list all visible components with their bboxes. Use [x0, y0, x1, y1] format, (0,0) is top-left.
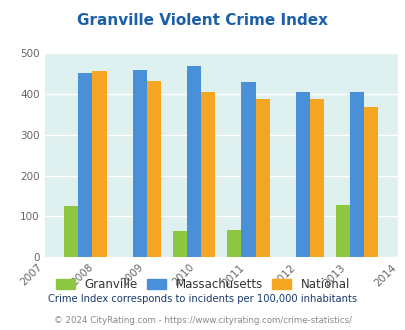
Bar	[295, 92, 309, 257]
Bar	[173, 231, 187, 257]
Bar	[132, 70, 147, 257]
Bar	[363, 107, 377, 257]
Legend: Granville, Massachusetts, National: Granville, Massachusetts, National	[52, 275, 353, 295]
Bar	[200, 92, 215, 257]
Bar	[335, 205, 349, 257]
Bar	[349, 92, 363, 257]
Bar	[309, 99, 323, 257]
Bar	[227, 230, 241, 257]
Text: Crime Index corresponds to incidents per 100,000 inhabitants: Crime Index corresponds to incidents per…	[48, 294, 357, 304]
Bar	[64, 206, 78, 257]
Bar	[255, 99, 269, 257]
Text: Granville Violent Crime Index: Granville Violent Crime Index	[77, 13, 328, 28]
Text: © 2024 CityRating.com - https://www.cityrating.com/crime-statistics/: © 2024 CityRating.com - https://www.city…	[54, 316, 351, 325]
Bar	[147, 81, 160, 257]
Bar	[187, 66, 200, 257]
Bar	[92, 71, 107, 257]
Bar	[78, 73, 92, 257]
Bar	[241, 82, 255, 257]
